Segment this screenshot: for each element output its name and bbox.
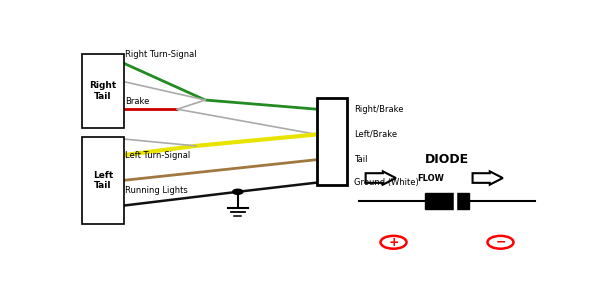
Text: Left/Brake: Left/Brake — [354, 130, 397, 139]
Text: −: − — [495, 236, 506, 249]
Text: Brake: Brake — [125, 97, 149, 106]
Bar — [425, 193, 469, 209]
Bar — [317, 98, 347, 185]
Text: Right
Tail: Right Tail — [89, 81, 116, 100]
Text: Right/Brake: Right/Brake — [354, 105, 404, 114]
Text: Ground (White): Ground (White) — [354, 178, 419, 187]
FancyArrow shape — [473, 171, 503, 185]
Bar — [82, 137, 124, 224]
FancyArrow shape — [365, 171, 396, 185]
Circle shape — [233, 189, 243, 194]
Text: Left Turn-Signal: Left Turn-Signal — [125, 151, 190, 160]
Text: DIODE: DIODE — [425, 153, 469, 166]
Text: Tail: Tail — [354, 155, 367, 164]
Text: Left
Tail: Left Tail — [93, 171, 113, 190]
Text: FLOW: FLOW — [417, 173, 444, 183]
Bar — [82, 54, 124, 128]
Text: +: + — [388, 236, 399, 249]
Text: Running Lights: Running Lights — [125, 186, 188, 195]
Text: Right Turn-Signal: Right Turn-Signal — [125, 50, 197, 59]
